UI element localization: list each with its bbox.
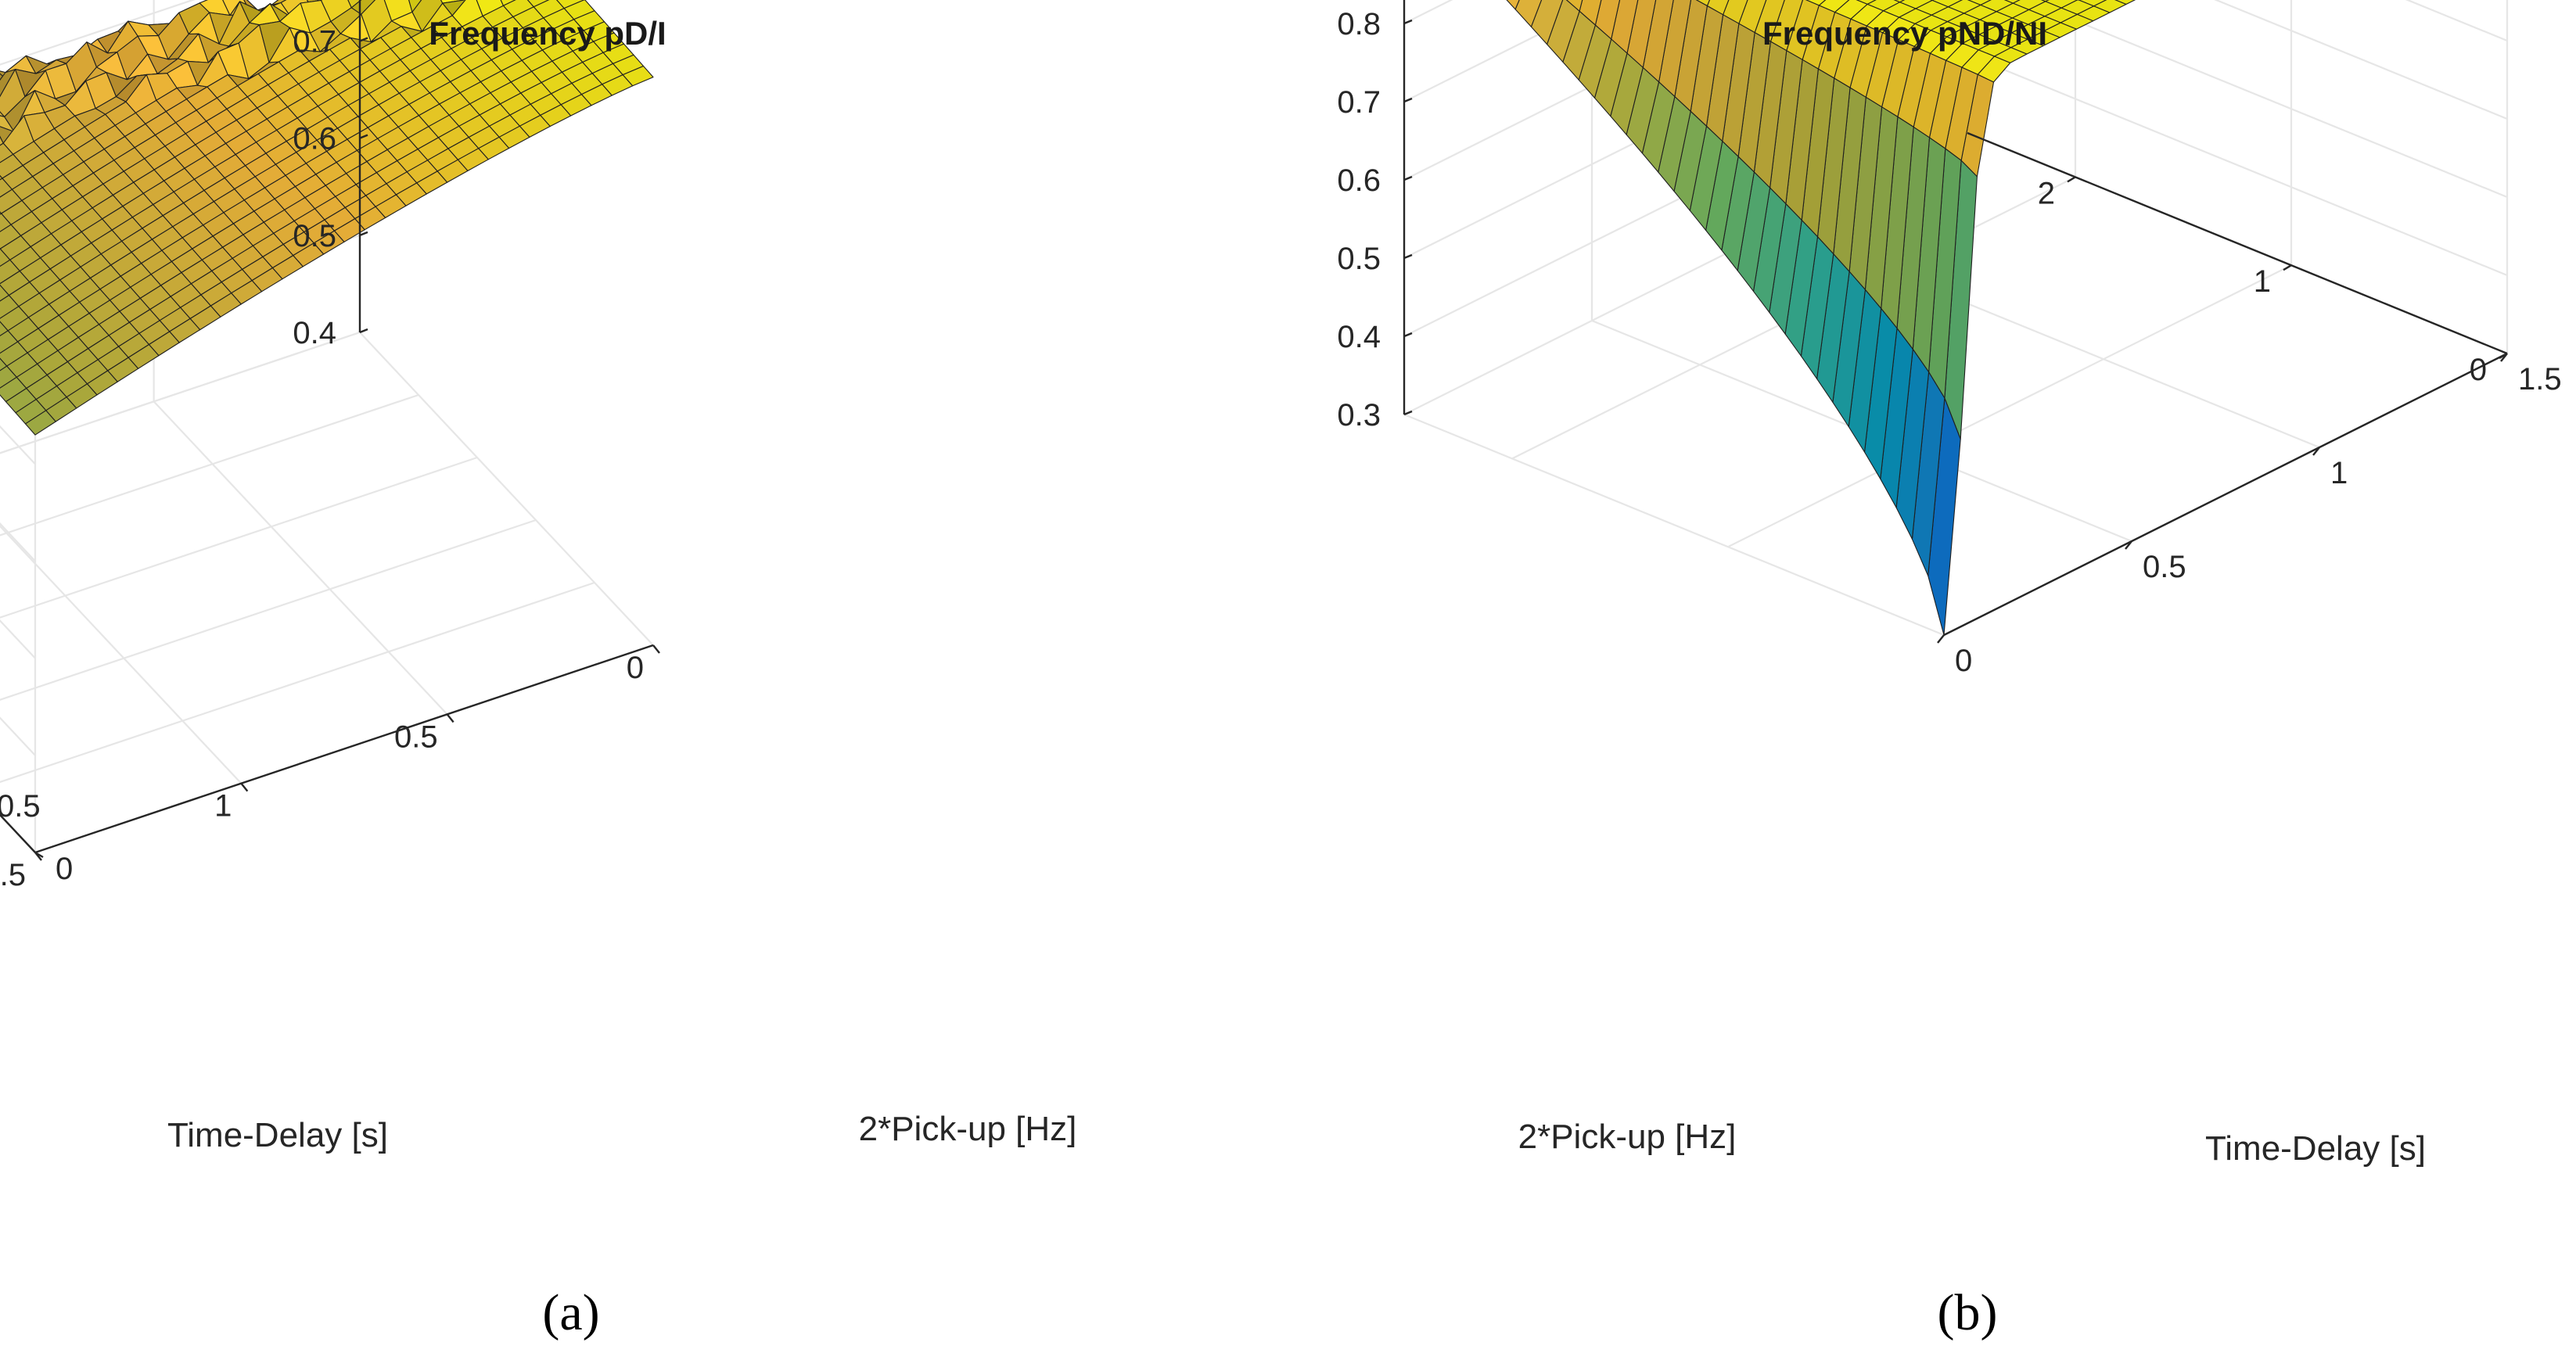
chart-b-axes — [1403, 0, 2508, 637]
gridline — [0, 331, 361, 454]
chart-b-ylabel: 2*Pick-up [Hz] — [1518, 1118, 1737, 1156]
panel-label-a: (a) — [542, 1284, 599, 1341]
z-tick-label: 0.5 — [1337, 242, 1381, 276]
chart-b-xlabel: Time-Delay [s] — [2205, 1129, 2426, 1168]
gridline — [2214, 0, 2508, 120]
y-tick-label: 0.5 — [0, 789, 41, 824]
x-tick-mark — [240, 782, 249, 792]
gridline — [1403, 0, 1610, 102]
gridline — [153, 400, 448, 716]
z-tick-label: 0.7 — [293, 25, 336, 59]
x-tick-mark — [2125, 540, 2132, 550]
x-axis-line — [1943, 352, 2508, 637]
y-tick-label: 2 — [2038, 176, 2055, 210]
gridline — [0, 581, 595, 784]
chart-a-surface — [0, 0, 654, 436]
z-tick-mark — [1403, 97, 1413, 103]
z-tick-mark — [1403, 410, 1413, 416]
x-tick-mark — [446, 713, 454, 723]
z-tick-mark — [359, 37, 368, 42]
x-tick-label: 0.5 — [394, 720, 438, 754]
x-tick-mark — [652, 644, 660, 654]
panel-label-b: (b) — [1938, 1284, 1998, 1341]
surface-facet — [1506, 0, 1520, 10]
z-tick-mark — [1403, 332, 1413, 338]
x-tick-mark — [2312, 447, 2320, 456]
z-tick-mark — [359, 328, 368, 334]
gridline — [0, 0, 196, 66]
surface-facet — [2114, 0, 2136, 5]
gridline — [0, 519, 537, 701]
y-tick-mark — [2067, 176, 2076, 183]
gridline — [0, 716, 36, 756]
surface-facet — [1856, 0, 1877, 5]
z-tick-label: 0.4 — [293, 316, 336, 350]
gridline — [2405, 0, 2508, 42]
surface-chart-a: 00.511.500.511.522.50.40.50.60.70.80.91 … — [0, 0, 1076, 1341]
y-tick-mark — [34, 851, 44, 859]
gridline — [359, 332, 654, 646]
y-axis-line — [1967, 131, 2508, 355]
x-tick-label: 0 — [627, 651, 644, 685]
gridline — [1967, 53, 2508, 277]
y-tick-mark — [2499, 352, 2508, 360]
x-tick-label: 1.5 — [0, 858, 26, 892]
z-tick-label: 0.5 — [293, 219, 336, 253]
x-tick-label: 1 — [2330, 456, 2348, 490]
surface-facet — [1514, 0, 1543, 27]
chart-a-ylabel: 2*Pick-up [Hz] — [859, 1110, 1077, 1148]
z-tick-label: 0.6 — [293, 122, 336, 156]
gridline — [1727, 264, 2292, 548]
x-axis-line — [34, 644, 654, 854]
y-tick-mark — [2283, 264, 2292, 271]
z-tick-mark — [359, 134, 368, 139]
z-tick-mark — [359, 231, 368, 236]
surface-facet — [1530, 0, 1564, 45]
gridline — [0, 525, 243, 784]
gridline — [0, 393, 419, 537]
chart-b-title: Frequency pND/NI — [1762, 15, 2047, 52]
chart-a-tick-labels: 00.511.500.511.522.50.40.50.60.70.80.91 — [0, 25, 660, 892]
y-tick-label: 0 — [56, 852, 73, 886]
y-tick-label: 0 — [2470, 353, 2487, 387]
x-tick-label: 1 — [214, 789, 232, 824]
surface-facet — [2003, 0, 2021, 4]
z-tick-label: 0.4 — [1337, 320, 1381, 354]
x-tick-mark — [1937, 634, 1945, 644]
gridline — [0, 456, 478, 619]
x-tick-label: 1.5 — [2518, 362, 2562, 397]
chart-b-surface — [1506, 0, 2136, 636]
z-tick-mark — [1403, 19, 1413, 25]
z-tick-mark — [1403, 175, 1413, 181]
z-tick-label: 0.7 — [1337, 85, 1381, 120]
chart-a-title: Frequency pD/I — [429, 15, 666, 52]
z-tick-label: 0.8 — [1337, 7, 1381, 41]
x-tick-label: 0 — [1955, 644, 1972, 678]
gridline — [1403, 413, 1945, 637]
z-tick-mark — [1403, 253, 1413, 260]
z-tick-label: 0.6 — [1337, 163, 1381, 198]
chart-a-xlabel: Time-Delay [s] — [167, 1116, 388, 1154]
surface-facet — [622, 65, 654, 87]
surface-facet — [1547, 0, 1580, 63]
y-tick-label: 1 — [2254, 264, 2271, 299]
z-tick-label: 0.3 — [1337, 398, 1381, 432]
x-tick-label: 0.5 — [2143, 550, 2186, 584]
